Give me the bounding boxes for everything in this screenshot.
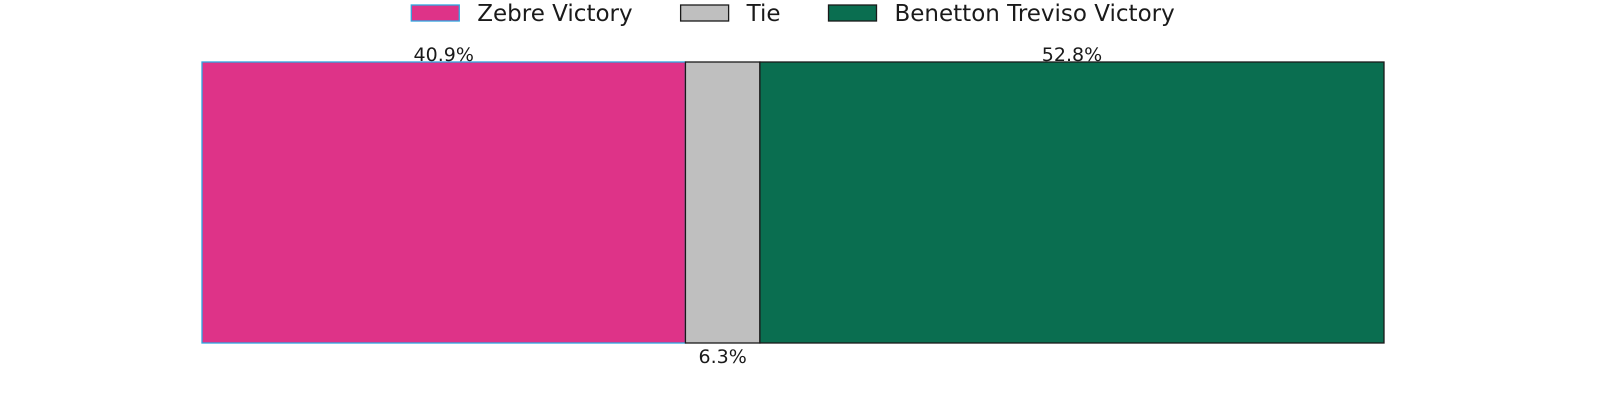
legend-item-benetton-treviso-victory: Benetton Treviso Victory (827, 1, 1175, 27)
data-label-benetton-treviso-victory: 52.8% (1042, 44, 1102, 66)
legend-label-benetton-treviso-victory: Benetton Treviso Victory (895, 1, 1175, 27)
legend: Zebre Victory Tie Benetton Treviso Victory (410, 1, 1175, 27)
legend-swatch-tie (679, 4, 730, 22)
legend-label-tie: Tie (746, 1, 781, 27)
legend-swatch-zebre-victory (410, 4, 460, 22)
data-labels: 40.9% 6.3% 52.8% (414, 44, 1103, 368)
bar-zebre-victory (201, 61, 687, 344)
bar-benetton-treviso-victory (759, 61, 1385, 344)
legend-swatch-benetton-treviso-victory (827, 4, 878, 22)
legend-item-tie: Tie (679, 1, 781, 27)
bars (201, 61, 1385, 344)
data-label-tie: 6.3% (699, 346, 747, 368)
legend-item-zebre-victory: Zebre Victory (410, 1, 633, 27)
bar-tie (684, 61, 761, 344)
data-label-zebre-victory: 40.9% (414, 44, 474, 66)
legend-label-zebre-victory: Zebre Victory (477, 1, 632, 27)
